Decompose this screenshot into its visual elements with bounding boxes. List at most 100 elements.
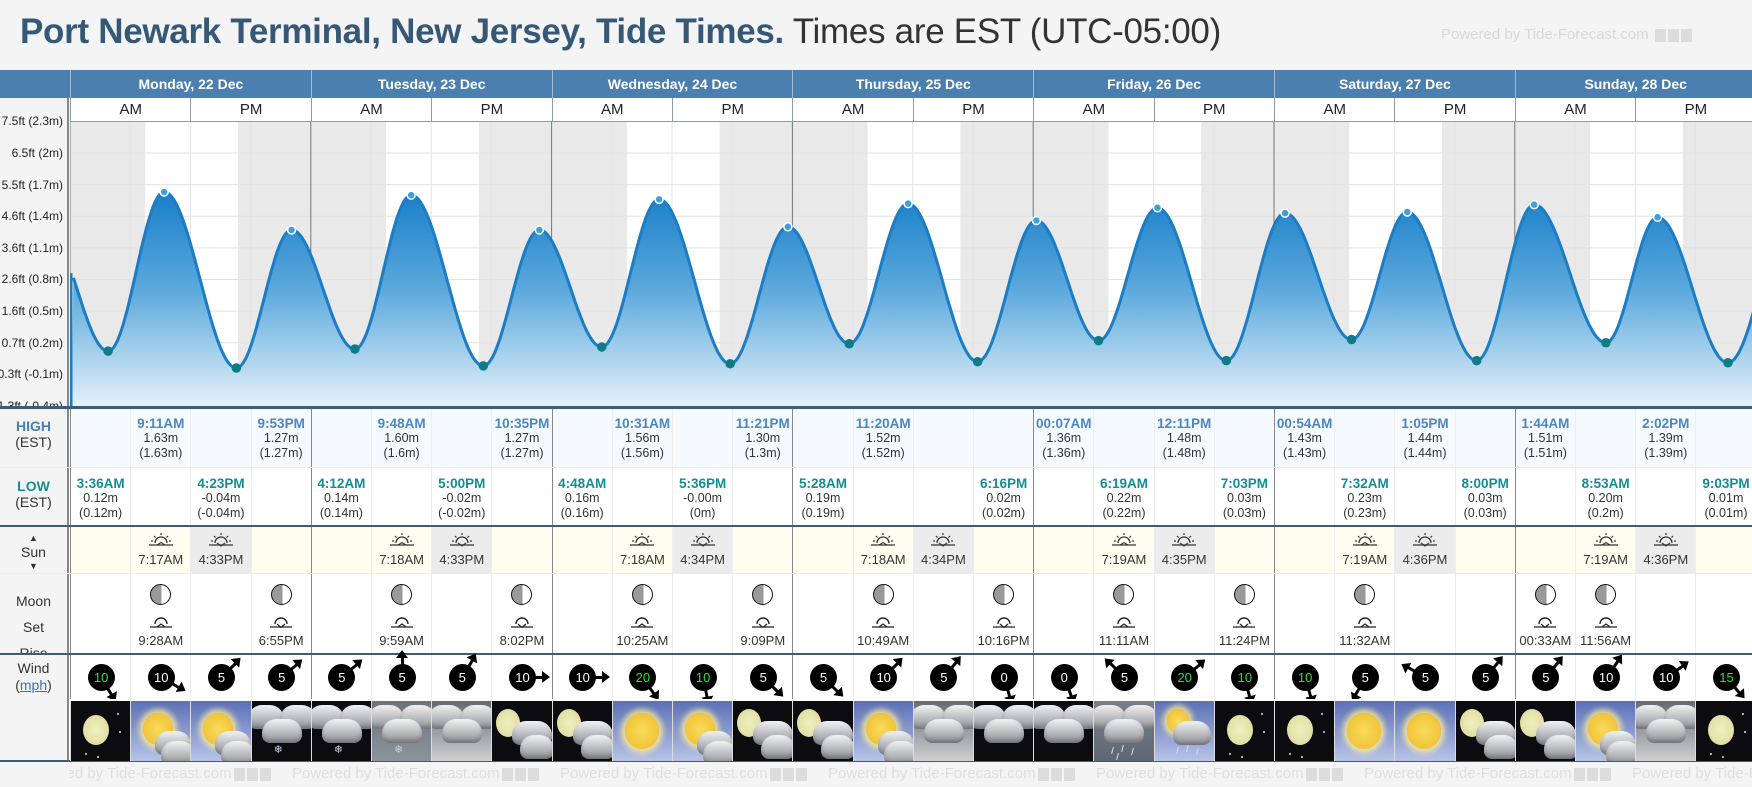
high-tide-point[interactable]	[783, 222, 793, 232]
low-tide-point[interactable]	[1601, 337, 1611, 348]
wind-cell: 5	[1334, 655, 1394, 699]
low-tide-cell: 5:00PM -0.02m (-0.02m)	[431, 468, 491, 525]
sunset-icon	[931, 533, 956, 547]
high-tide-point[interactable]	[1652, 212, 1663, 223]
pm-label: PM	[190, 98, 310, 122]
low-tide-point[interactable]	[1346, 334, 1357, 345]
high-tide-height: 1.43m	[1287, 431, 1322, 445]
moon-shape	[1226, 715, 1253, 745]
low-tide-point[interactable]	[597, 342, 607, 352]
logo-icon	[1573, 767, 1585, 781]
wind-cell: 10	[551, 655, 612, 699]
moon-cell: 11:32AM	[1334, 574, 1394, 653]
low-tide-cell: 8:53AM 0.20m (0.2m)	[1575, 468, 1635, 525]
low-tide-point[interactable]	[1471, 355, 1482, 366]
moon-cell: 11:11AM	[1093, 574, 1153, 653]
wind-indicator: 0	[990, 664, 1018, 691]
low-tide-time: 3:36AM	[76, 476, 125, 491]
high-tide-height: 1.63m	[143, 431, 179, 445]
sun-cell: 7:18AM	[611, 527, 672, 573]
high-tide-point[interactable]	[286, 225, 297, 235]
row-label: HIGH (EST)	[0, 409, 69, 467]
low-tide-time: 6:16PM	[979, 476, 1028, 491]
set-icon	[992, 617, 1015, 629]
low-tide-cell	[852, 468, 913, 525]
powered-by-watermark: Powered by Tide-Forecast.com	[1096, 765, 1343, 782]
high-tide-point[interactable]	[1402, 207, 1413, 217]
wind-cell: 5	[792, 655, 852, 699]
star-shape	[1262, 731, 1265, 733]
wind-speed: 5	[268, 664, 296, 691]
high-tide-cell: 9:11AM 1.63m (1.63m)	[130, 409, 190, 467]
high-tide-point[interactable]	[159, 187, 169, 197]
high-tide-time: 1:05PM	[1401, 416, 1449, 431]
high-tide-time: 00:07AM	[1036, 416, 1092, 431]
low-tide-point[interactable]	[1723, 357, 1733, 368]
low-tide-point[interactable]	[725, 359, 735, 369]
low-tide-point[interactable]	[231, 363, 242, 373]
low-tide-point[interactable]	[103, 346, 113, 356]
powered-by-link[interactable]: Powered by Tide-Forecast.com	[1441, 26, 1692, 43]
partly-cloudy-night-weather-icon	[732, 701, 793, 761]
low-tide-point[interactable]	[1221, 355, 1232, 366]
y-tick-label: 0.7ft (0.2m)	[1, 335, 63, 350]
high-tide-cell: 11:21PM 1.30m (1.3m)	[732, 409, 792, 467]
overcast-weather-icon	[1635, 701, 1696, 761]
low-tide-point[interactable]	[972, 356, 983, 367]
low-tide-point[interactable]	[844, 339, 855, 349]
moon-phase-icon	[1113, 584, 1135, 605]
wind-cell: 10	[1213, 655, 1274, 699]
low-tide-cell: 8:00PM 0.03m (0.03m)	[1454, 468, 1515, 525]
wind-cell: 10	[130, 655, 190, 699]
low-tide-point[interactable]	[1093, 335, 1104, 346]
timezone-label: (EST)	[15, 434, 52, 450]
high-tide-point[interactable]	[1031, 215, 1042, 226]
logo-icon	[1331, 767, 1343, 781]
star-shape	[119, 731, 121, 733]
high-tide-cell: 00:07AM 1.36m (1.36m)	[1033, 409, 1093, 467]
cloud-shape	[1483, 735, 1515, 759]
wind-speed: 0	[1050, 664, 1078, 691]
sunrise-time: 7:18AM	[860, 552, 906, 567]
moon-set-time: 9:09PM	[740, 633, 786, 648]
low-tide-cell	[1394, 468, 1454, 525]
high-tide-point[interactable]	[406, 190, 416, 200]
wind-speed: 5	[328, 664, 356, 691]
low-tide-height-alt: (0.2m)	[1587, 506, 1624, 520]
low-tide-point[interactable]	[478, 361, 489, 371]
high-tide-point[interactable]	[1529, 199, 1539, 210]
rise-icon	[390, 617, 413, 628]
wind-speed: 5	[1351, 664, 1379, 691]
high-tide-cell: 9:48AM 1.60m (1.6m)	[371, 409, 431, 467]
footer-watermark: Powered by Tide-Forecast.com Powered by T…	[69, 762, 1752, 787]
low-tide-point[interactable]	[350, 344, 360, 354]
high-tide-point[interactable]	[654, 194, 664, 205]
sunset-icon	[1172, 533, 1197, 547]
high-tide-height: 1.51m	[1528, 431, 1563, 445]
sun-cell	[70, 527, 130, 573]
clear-night-weather-icon	[70, 701, 131, 761]
drop-shape	[1195, 747, 1199, 756]
high-tide-point[interactable]	[1152, 203, 1163, 213]
wind-indicator: 5	[388, 650, 416, 691]
high-tide-height: 1.48m	[1166, 431, 1202, 445]
high-tide-point[interactable]	[534, 225, 545, 235]
low-tide-cell	[250, 468, 311, 525]
cloud-shape	[520, 735, 552, 759]
night-snow-weather-icon: ❄	[250, 701, 311, 761]
moon-cell	[792, 574, 852, 653]
low-tide-height-alt: (0.19m)	[801, 506, 845, 520]
low-tide-height-alt: (0.02m)	[982, 506, 1026, 520]
star-shape	[117, 713, 119, 715]
moon-phase-icon	[631, 584, 653, 605]
wind-speed: 10	[689, 664, 717, 691]
title-bar: Port Newark Terminal, New Jersey, Tide T…	[0, 0, 1752, 70]
wind-cell: 0	[1033, 655, 1093, 699]
high-tide-point[interactable]	[1280, 208, 1290, 218]
y-tick-label: 7.5ft (2.3m)	[1, 114, 63, 129]
high-tide-point[interactable]	[903, 198, 913, 209]
low-tide-cell: 5:28AM 0.19m (0.19m)	[792, 468, 852, 525]
set-icon	[510, 617, 533, 629]
units-link[interactable]: mph	[19, 677, 48, 693]
wind-indicator: 5	[1411, 664, 1439, 691]
